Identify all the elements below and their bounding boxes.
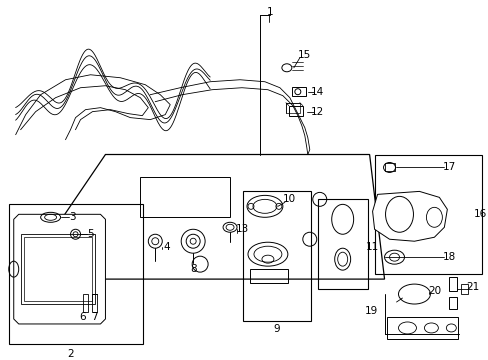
Text: 17: 17: [442, 162, 455, 172]
Text: 6: 6: [79, 312, 86, 322]
Bar: [288, 106, 302, 116]
Bar: [82, 294, 87, 312]
Text: 3: 3: [69, 212, 76, 222]
Text: 1: 1: [266, 7, 273, 17]
Bar: [92, 294, 97, 312]
Polygon shape: [20, 154, 384, 279]
Bar: [448, 297, 456, 309]
Bar: [243, 192, 310, 321]
Bar: [285, 103, 299, 113]
Bar: [384, 163, 394, 171]
Bar: [386, 317, 457, 339]
Text: 10: 10: [283, 194, 296, 204]
Bar: [291, 87, 305, 96]
Text: 19: 19: [364, 306, 377, 316]
Text: 11: 11: [365, 242, 378, 252]
Text: 8: 8: [189, 264, 196, 274]
Bar: [317, 199, 367, 289]
Polygon shape: [372, 192, 447, 241]
Bar: [460, 284, 468, 294]
Polygon shape: [14, 214, 105, 324]
Text: 20: 20: [427, 286, 440, 296]
Bar: [249, 269, 287, 283]
Bar: [9, 204, 143, 344]
Bar: [23, 237, 92, 301]
Text: 4: 4: [163, 242, 169, 252]
Text: 21: 21: [466, 282, 479, 292]
Text: 15: 15: [298, 50, 311, 60]
Text: 13: 13: [235, 224, 248, 234]
Text: 14: 14: [310, 87, 324, 97]
Bar: [20, 234, 95, 304]
Bar: [448, 277, 456, 291]
Text: 18: 18: [442, 252, 455, 262]
Text: 12: 12: [310, 107, 324, 117]
Bar: [140, 177, 229, 217]
Text: 2: 2: [67, 349, 74, 359]
Text: 16: 16: [473, 209, 486, 219]
Text: 5: 5: [87, 229, 94, 239]
Text: 9: 9: [273, 324, 280, 334]
Text: 7: 7: [91, 312, 98, 322]
Bar: [374, 154, 481, 274]
